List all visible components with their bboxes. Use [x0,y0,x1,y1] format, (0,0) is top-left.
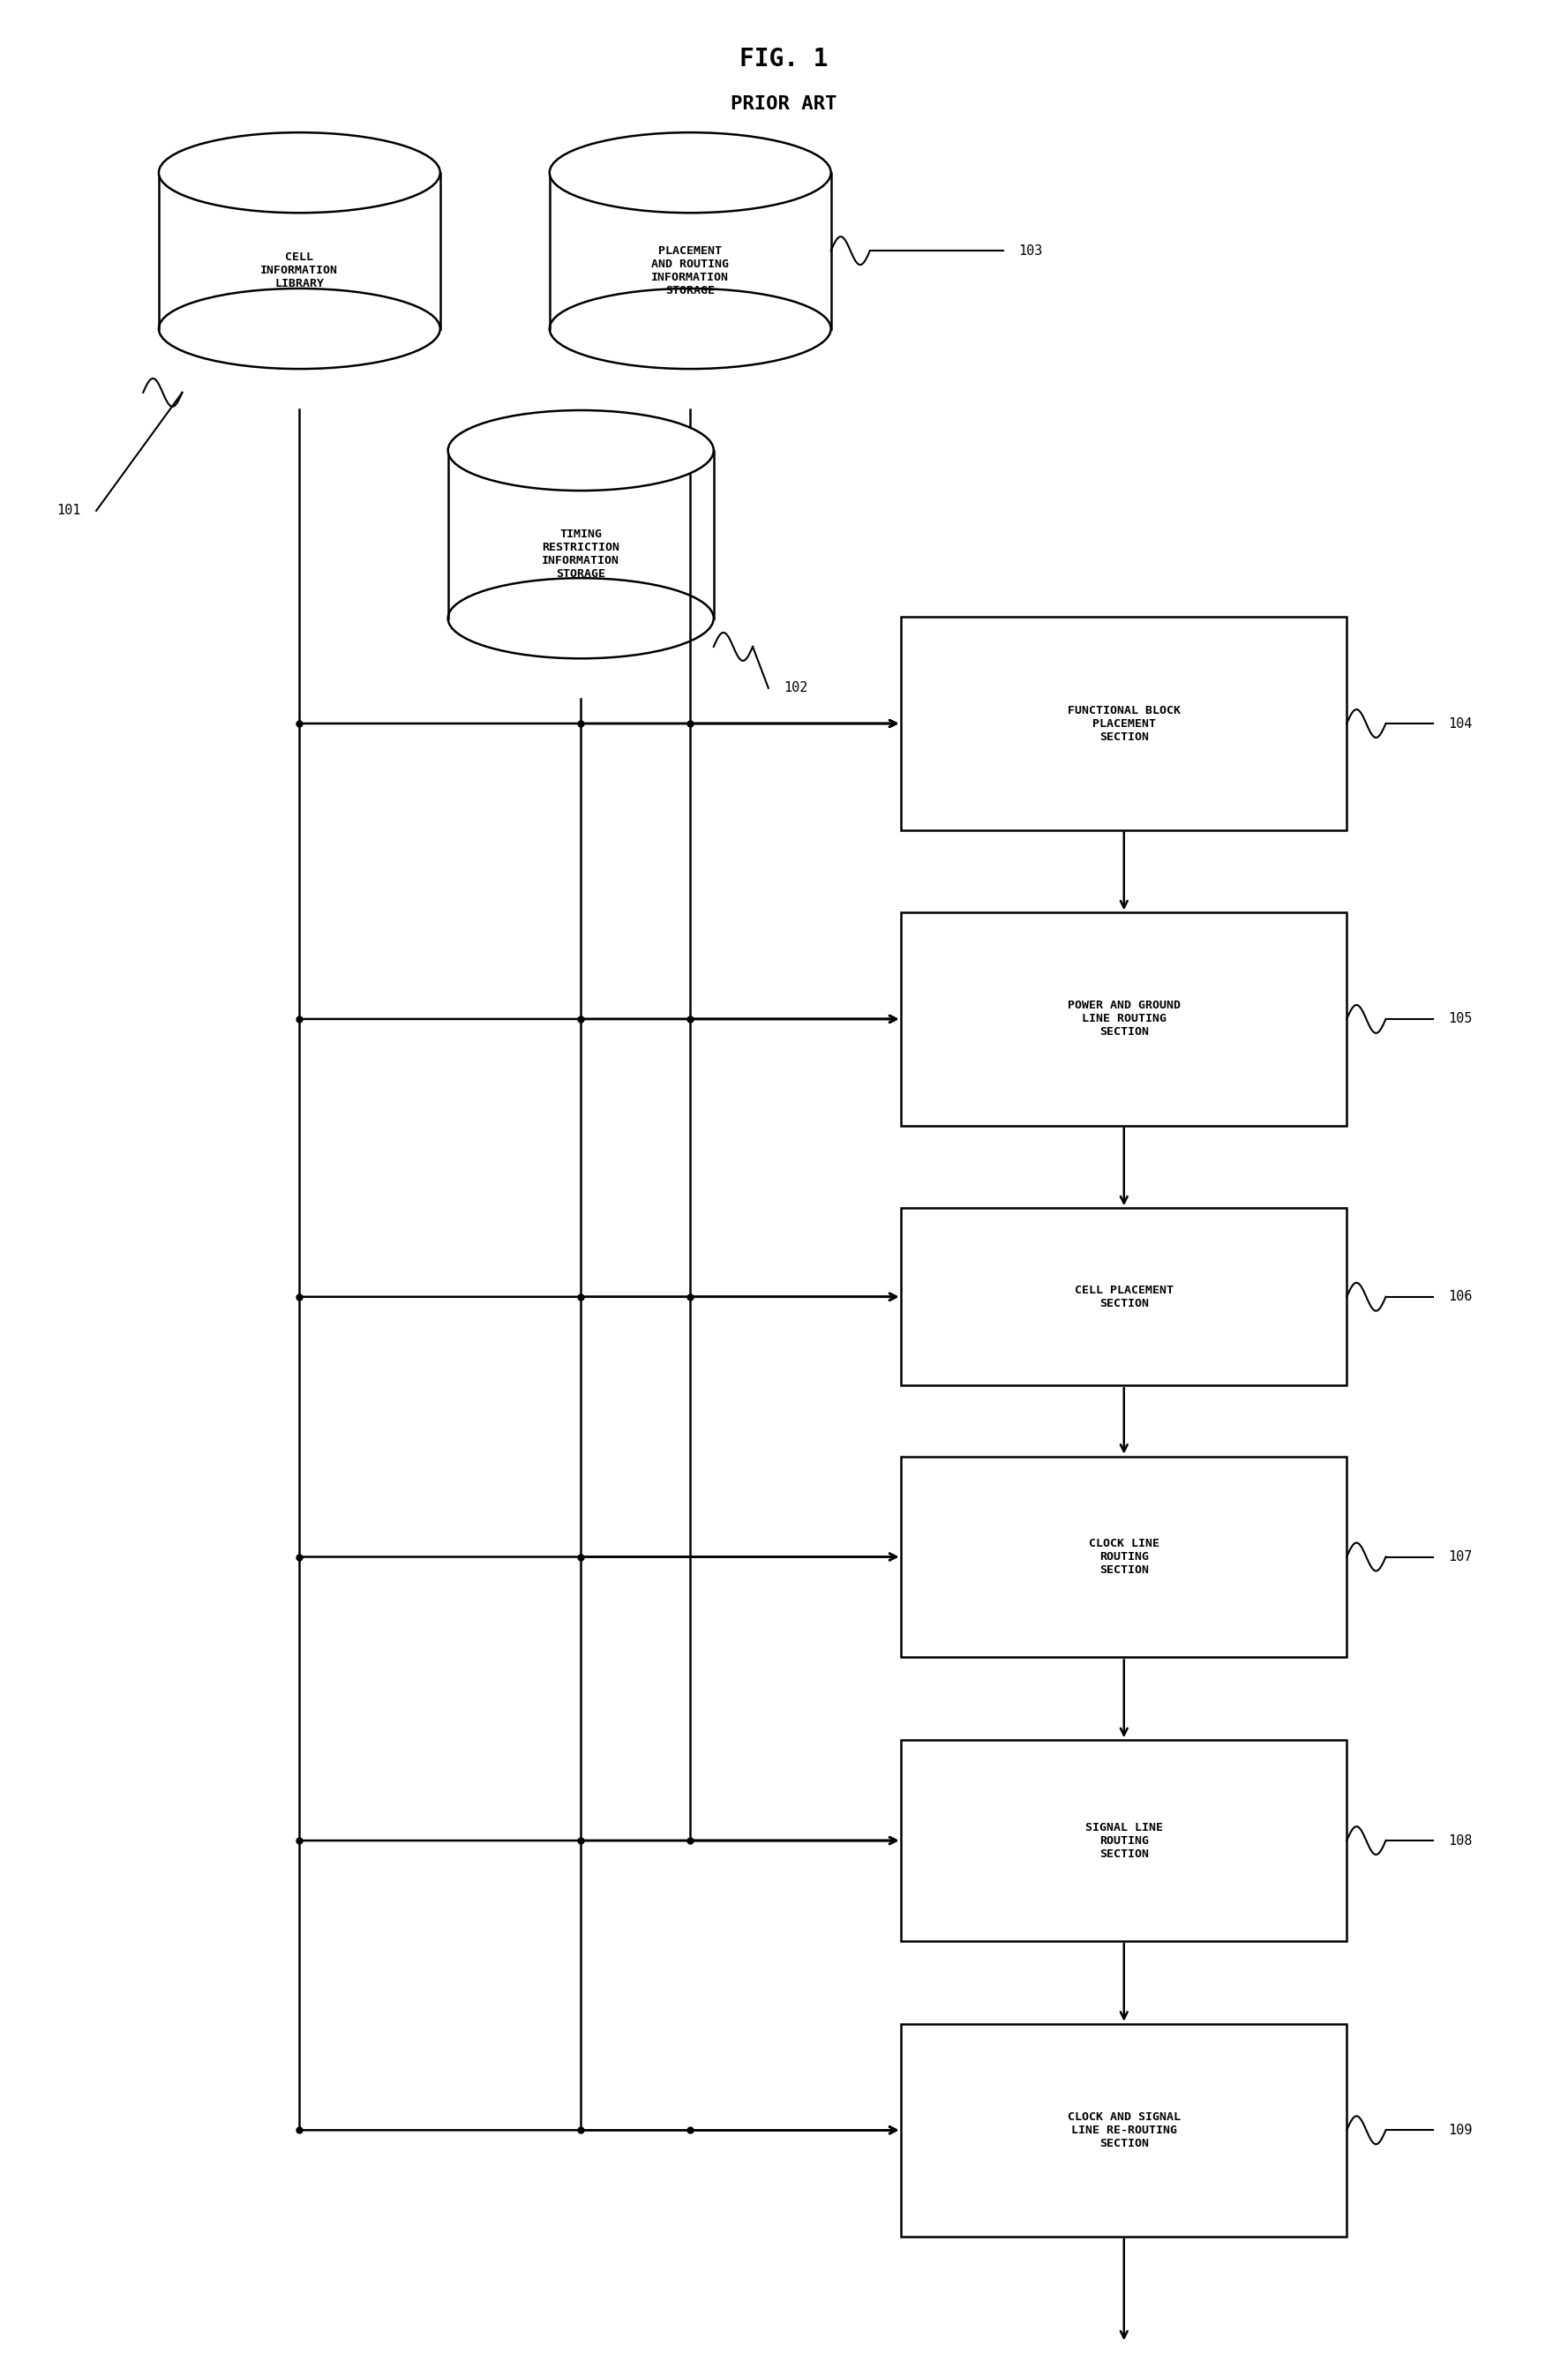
Text: POWER AND GROUND
LINE ROUTING
SECTION: POWER AND GROUND LINE ROUTING SECTION [1068,1000,1181,1038]
Text: 102: 102 [784,682,808,694]
Text: 105: 105 [1449,1012,1472,1026]
Text: CELL
INFORMATION
LIBRARY: CELL INFORMATION LIBRARY [260,251,339,289]
Ellipse shape [448,410,713,490]
Text: 106: 106 [1449,1291,1472,1303]
Bar [902,1741,1347,1940]
Ellipse shape [158,133,441,213]
Text: PRIOR ART: PRIOR ART [731,95,837,114]
Bar [902,912,1347,1125]
Text: CLOCK LINE
ROUTING
SECTION: CLOCK LINE ROUTING SECTION [1088,1537,1159,1575]
Bar [902,1208,1347,1386]
Text: 108: 108 [1449,1834,1472,1848]
Text: CLOCK AND SIGNAL
LINE RE-ROUTING
SECTION: CLOCK AND SIGNAL LINE RE-ROUTING SECTION [1068,2111,1181,2149]
Bar [902,2023,1347,2236]
Text: PLACEMENT
AND ROUTING
INFORMATION
STORAGE: PLACEMENT AND ROUTING INFORMATION STORAG… [651,244,729,296]
Text: TIMING
RESTRICTION
INFORMATION
STORAGE: TIMING RESTRICTION INFORMATION STORAGE [543,528,619,580]
Text: FIG. 1: FIG. 1 [740,47,828,71]
Text: 103: 103 [1019,244,1043,258]
Text: 107: 107 [1449,1549,1472,1564]
Text: FUNCTIONAL BLOCK
PLACEMENT
SECTION: FUNCTIONAL BLOCK PLACEMENT SECTION [1068,704,1181,741]
Text: CELL PLACEMENT
SECTION: CELL PLACEMENT SECTION [1074,1284,1173,1310]
Bar [902,1457,1347,1658]
Bar [902,616,1347,829]
Text: SIGNAL LINE
ROUTING
SECTION: SIGNAL LINE ROUTING SECTION [1085,1822,1163,1860]
Text: 104: 104 [1449,718,1472,730]
Text: 109: 109 [1449,2123,1472,2137]
Ellipse shape [549,133,831,213]
Text: 101: 101 [56,505,80,516]
